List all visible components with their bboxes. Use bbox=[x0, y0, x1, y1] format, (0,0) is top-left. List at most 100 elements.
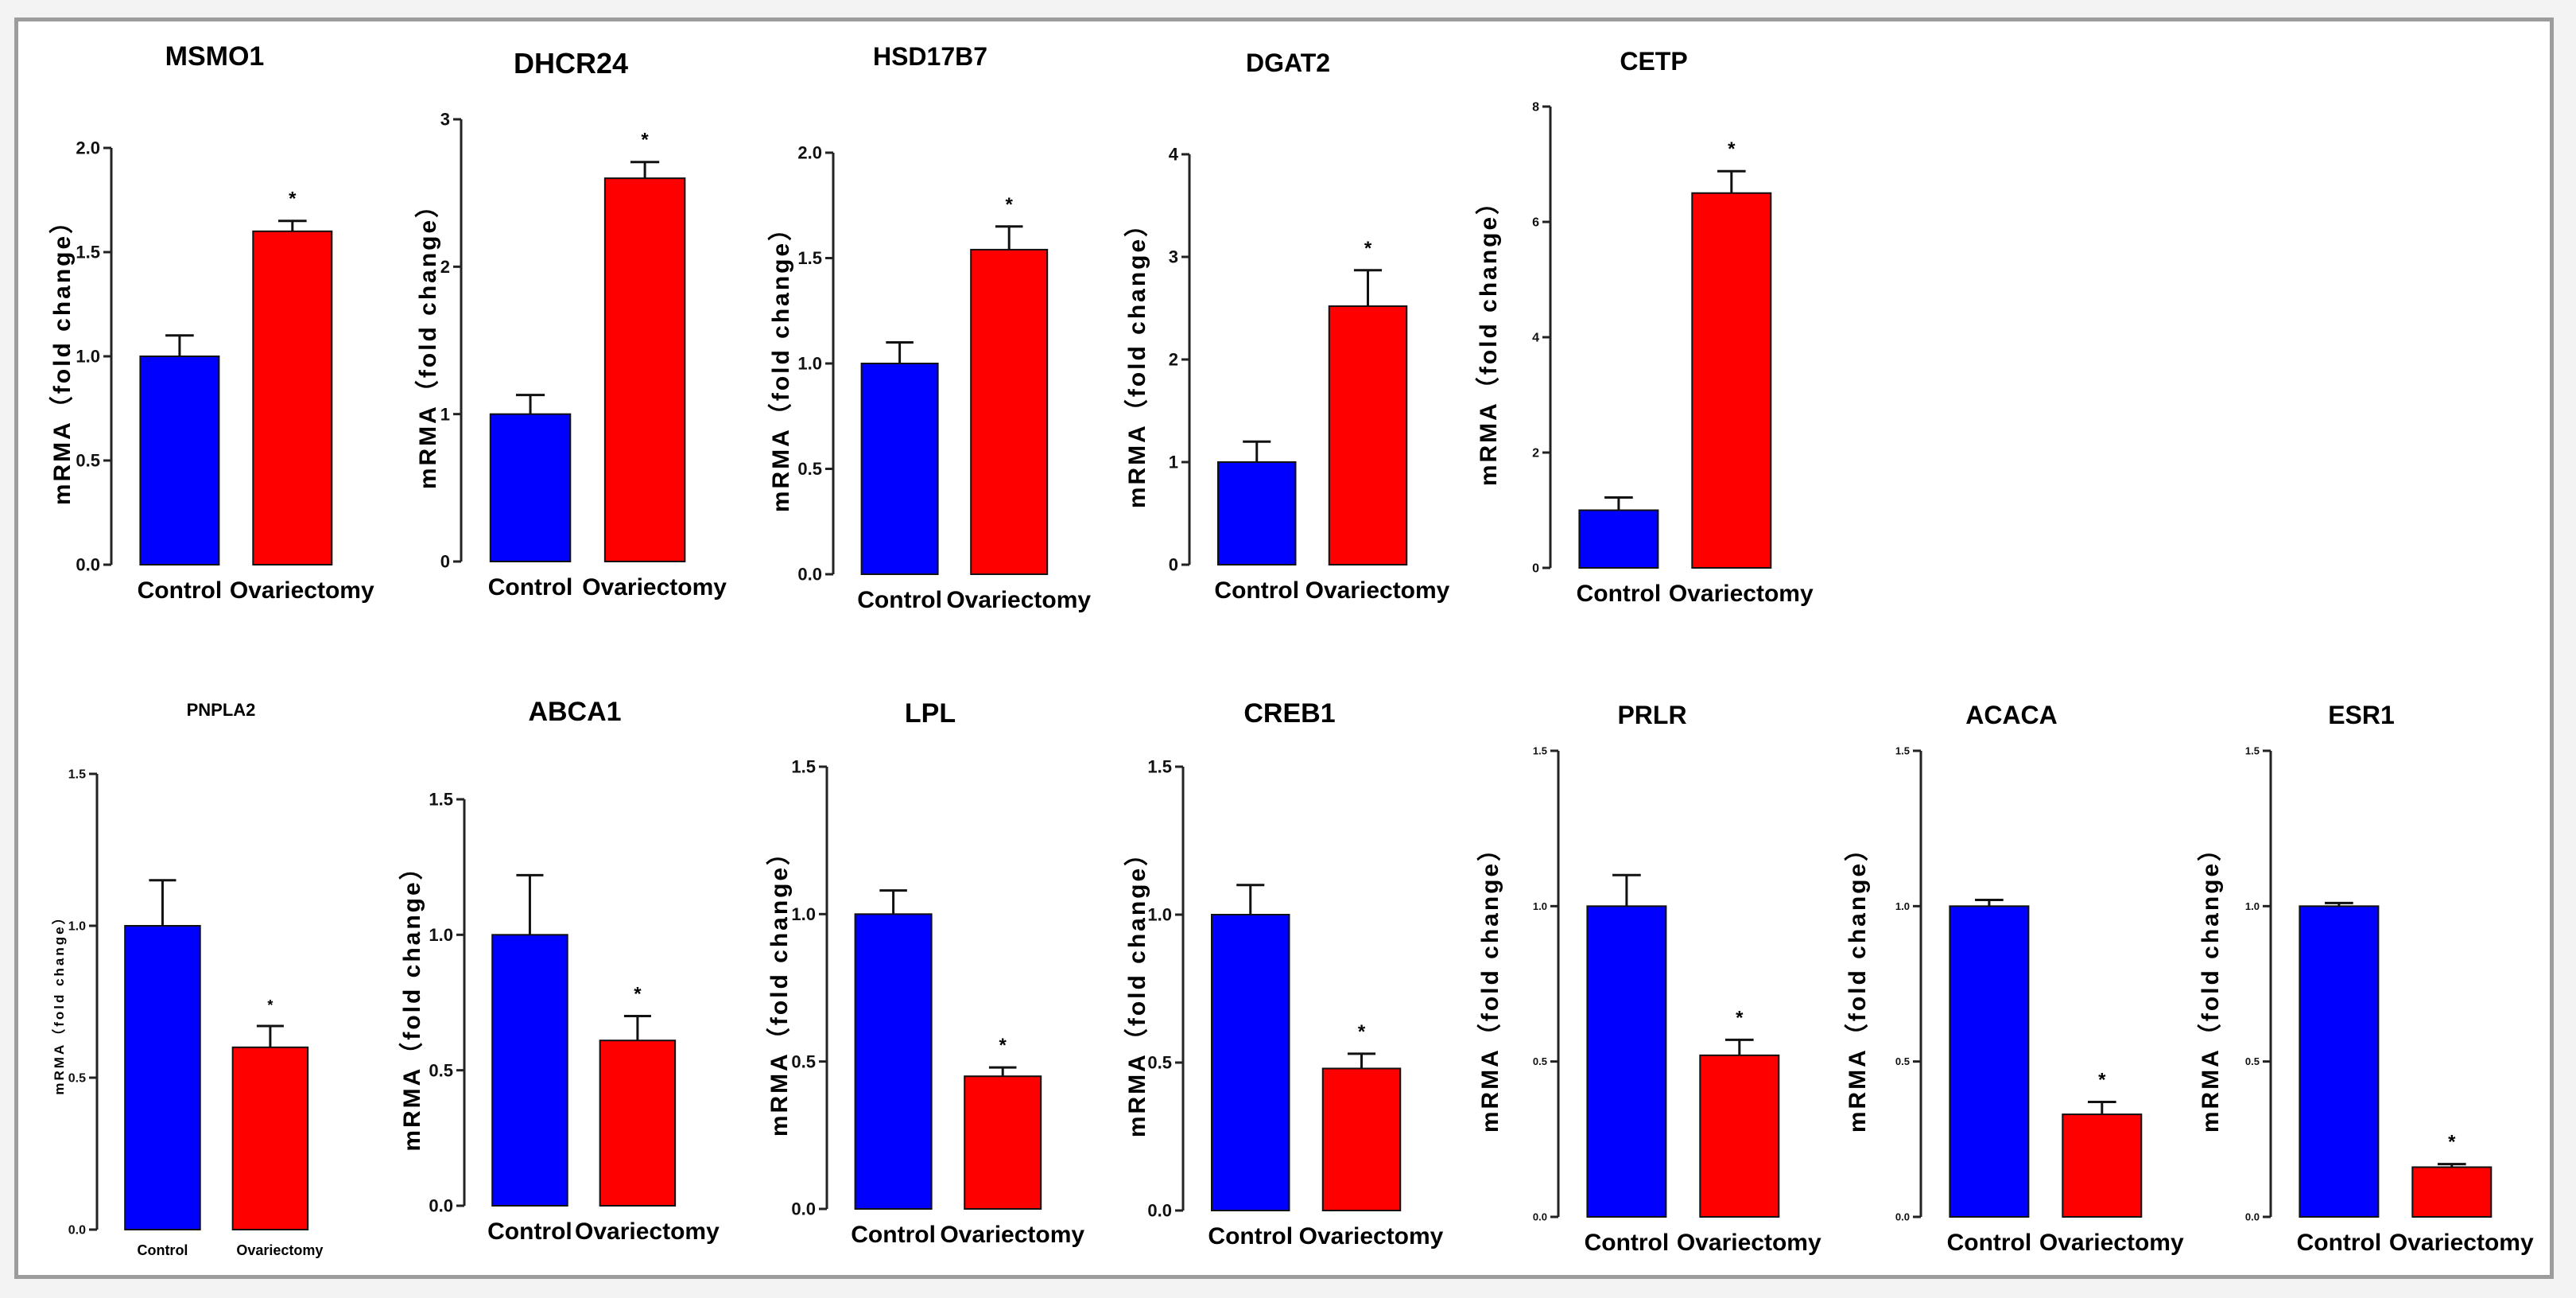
panel-msmo1: MSMO1 0.0 0.5 1.0 1.5 2.0 mRMA（fold change） Con… bbox=[48, 41, 374, 604]
panel-cetp: CETP 0 2 4 6 8 mRMA（fold change） Control * Ovarie… bbox=[1475, 47, 1814, 607]
bar-ovariectomy bbox=[1699, 1054, 1780, 1218]
category-label-control: Control bbox=[137, 1242, 188, 1258]
y-tick-label: 0.5 bbox=[76, 451, 100, 471]
y-tick-label: 0.5 bbox=[791, 1051, 816, 1071]
category-label-ovariectomy: Ovariectomy bbox=[582, 574, 727, 600]
panel-title: HSD17B7 bbox=[873, 42, 987, 71]
y-tick-label: 0.5 bbox=[429, 1060, 453, 1080]
panel-lpl: LPL 0.0 0.5 1.0 1.5 mRMA（fold change） Control *… bbox=[766, 698, 1084, 1248]
category-label-control: Control bbox=[2297, 1230, 2382, 1256]
bar-ovariectomy bbox=[2062, 1113, 2143, 1218]
significance-mark: * bbox=[641, 130, 649, 151]
y-tick-label: 1.5 bbox=[1895, 745, 1910, 757]
category-label-control: Control bbox=[138, 577, 223, 604]
bar-ovariectomy bbox=[252, 230, 333, 565]
y-tick-label: 1.5 bbox=[1533, 745, 1547, 757]
y-tick-label: 0.5 bbox=[1895, 1055, 1910, 1067]
y-axis-label: mRMA（fold change） bbox=[398, 853, 425, 1151]
significance-mark: * bbox=[289, 188, 297, 210]
y-tick-label: 0.5 bbox=[1147, 1053, 1172, 1073]
panel-title: CETP bbox=[1620, 47, 1687, 76]
bar-ovariectomy bbox=[964, 1075, 1042, 1210]
bar-control bbox=[2299, 905, 2380, 1218]
bar-control bbox=[1586, 905, 1667, 1218]
bar-control bbox=[1578, 509, 1659, 569]
y-tick-label: 1.0 bbox=[797, 354, 822, 374]
y-axis-label: mRMA（fold change） bbox=[414, 192, 441, 489]
bar-control bbox=[491, 934, 568, 1207]
y-tick-label: 1 bbox=[1169, 453, 1178, 472]
panel-creb1: CREB1 0.0 0.5 1.0 1.5 mRMA（fold change） Contro… bbox=[1123, 698, 1444, 1249]
panel-pnpla2: PNPLA2 0.0 0.5 1.0 1.5 mRMA（fold change） Contr… bbox=[51, 700, 323, 1258]
category-label-ovariectomy: Ovariectomy bbox=[575, 1218, 720, 1245]
y-tick-label: 0.5 bbox=[797, 459, 822, 479]
y-tick-label: 8 bbox=[1532, 101, 1539, 115]
y-tick-label: 0 bbox=[1169, 555, 1178, 575]
panel-title: DHCR24 bbox=[514, 47, 628, 80]
y-tick-label: 2 bbox=[1169, 350, 1178, 370]
panel-dgat2: DGAT2 0 1 2 3 4 mRMA（fold change） Control * Ovari… bbox=[1123, 49, 1450, 604]
y-tick-label: 0.0 bbox=[76, 555, 100, 575]
y-tick-label: 0.0 bbox=[2245, 1211, 2260, 1223]
y-tick-label: 1.0 bbox=[791, 904, 816, 924]
panel-title: PRLR bbox=[1617, 701, 1686, 729]
y-tick-label: 0.0 bbox=[68, 1224, 86, 1238]
category-label-ovariectomy: Ovariectomy bbox=[236, 1242, 323, 1258]
y-tick-label: 0 bbox=[440, 552, 450, 572]
y-tick-label: 1.0 bbox=[2245, 900, 2260, 912]
category-label-ovariectomy: Ovariectomy bbox=[2389, 1230, 2534, 1256]
significance-mark: * bbox=[1728, 138, 1736, 160]
y-tick-label: 1.0 bbox=[1533, 900, 1547, 912]
y-tick-label: 1.5 bbox=[2245, 745, 2260, 757]
y-tick-label: 2.0 bbox=[76, 138, 100, 158]
y-axis-label: mRMA（fold change） bbox=[766, 839, 793, 1137]
category-label-ovariectomy: Ovariectomy bbox=[1299, 1223, 1444, 1249]
category-label-ovariectomy: Ovariectomy bbox=[230, 577, 374, 604]
y-tick-label: 3 bbox=[440, 110, 450, 130]
bar-ovariectomy bbox=[603, 177, 686, 562]
bar-control bbox=[854, 913, 933, 1211]
significance-mark: * bbox=[1364, 238, 1372, 259]
bar-control bbox=[860, 363, 939, 575]
bar-control bbox=[124, 925, 201, 1230]
y-tick-label: 0.0 bbox=[791, 1199, 816, 1219]
y-tick-label: 2.0 bbox=[797, 143, 822, 163]
category-label-ovariectomy: Ovariectomy bbox=[1669, 581, 1814, 607]
y-tick-label: 0.0 bbox=[1895, 1211, 1910, 1223]
y-axis-label: mRMA（fold change） bbox=[1476, 835, 1503, 1133]
category-label-control: Control bbox=[1585, 1230, 1670, 1256]
y-tick-label: 0 bbox=[1532, 562, 1539, 576]
panel-title: CREB1 bbox=[1243, 698, 1335, 729]
y-tick-label: 6 bbox=[1532, 216, 1539, 230]
category-label-control: Control bbox=[487, 1218, 572, 1245]
panel-title: PNPLA2 bbox=[187, 700, 256, 720]
significance-mark: * bbox=[2448, 1132, 2456, 1153]
y-tick-label: 4 bbox=[1532, 332, 1539, 345]
bar-ovariectomy bbox=[599, 1040, 677, 1207]
y-tick-label: 1.5 bbox=[76, 243, 100, 262]
category-label-ovariectomy: Ovariectomy bbox=[1677, 1230, 1821, 1256]
y-tick-label: 0.5 bbox=[68, 1072, 86, 1086]
y-axis-label: mRMA（fold change） bbox=[2197, 835, 2224, 1133]
y-tick-label: 0.0 bbox=[797, 565, 822, 585]
bar-control bbox=[1217, 461, 1297, 565]
y-tick-label: 2 bbox=[440, 257, 450, 277]
panel-title: MSMO1 bbox=[165, 41, 265, 72]
panel-title: ABCA1 bbox=[528, 697, 621, 727]
category-label-control: Control bbox=[1208, 1223, 1293, 1249]
y-tick-label: 4 bbox=[1169, 145, 1179, 165]
category-label-ovariectomy: Ovariectomy bbox=[940, 1222, 1084, 1248]
significance-mark: * bbox=[1736, 1007, 1744, 1028]
y-tick-label: 1.0 bbox=[1895, 900, 1910, 912]
panel-dhcr24: DHCR24 0 1 2 3 mRMA（fold change） Control * Ovari… bbox=[414, 47, 727, 600]
y-tick-label: 2 bbox=[1532, 447, 1539, 461]
y-axis-label: mRMA（fold change） bbox=[51, 908, 67, 1094]
significance-mark: * bbox=[2098, 1069, 2106, 1090]
category-label-control: Control bbox=[857, 587, 942, 613]
y-axis-label: mRMA（fold change） bbox=[1844, 835, 1871, 1133]
y-tick-label: 1.5 bbox=[797, 248, 822, 268]
panel-title: ACACA bbox=[1965, 701, 2058, 729]
panel-abca1: ABCA1 0.0 0.5 1.0 1.5 mRMA（fold change） Contro… bbox=[398, 697, 720, 1245]
